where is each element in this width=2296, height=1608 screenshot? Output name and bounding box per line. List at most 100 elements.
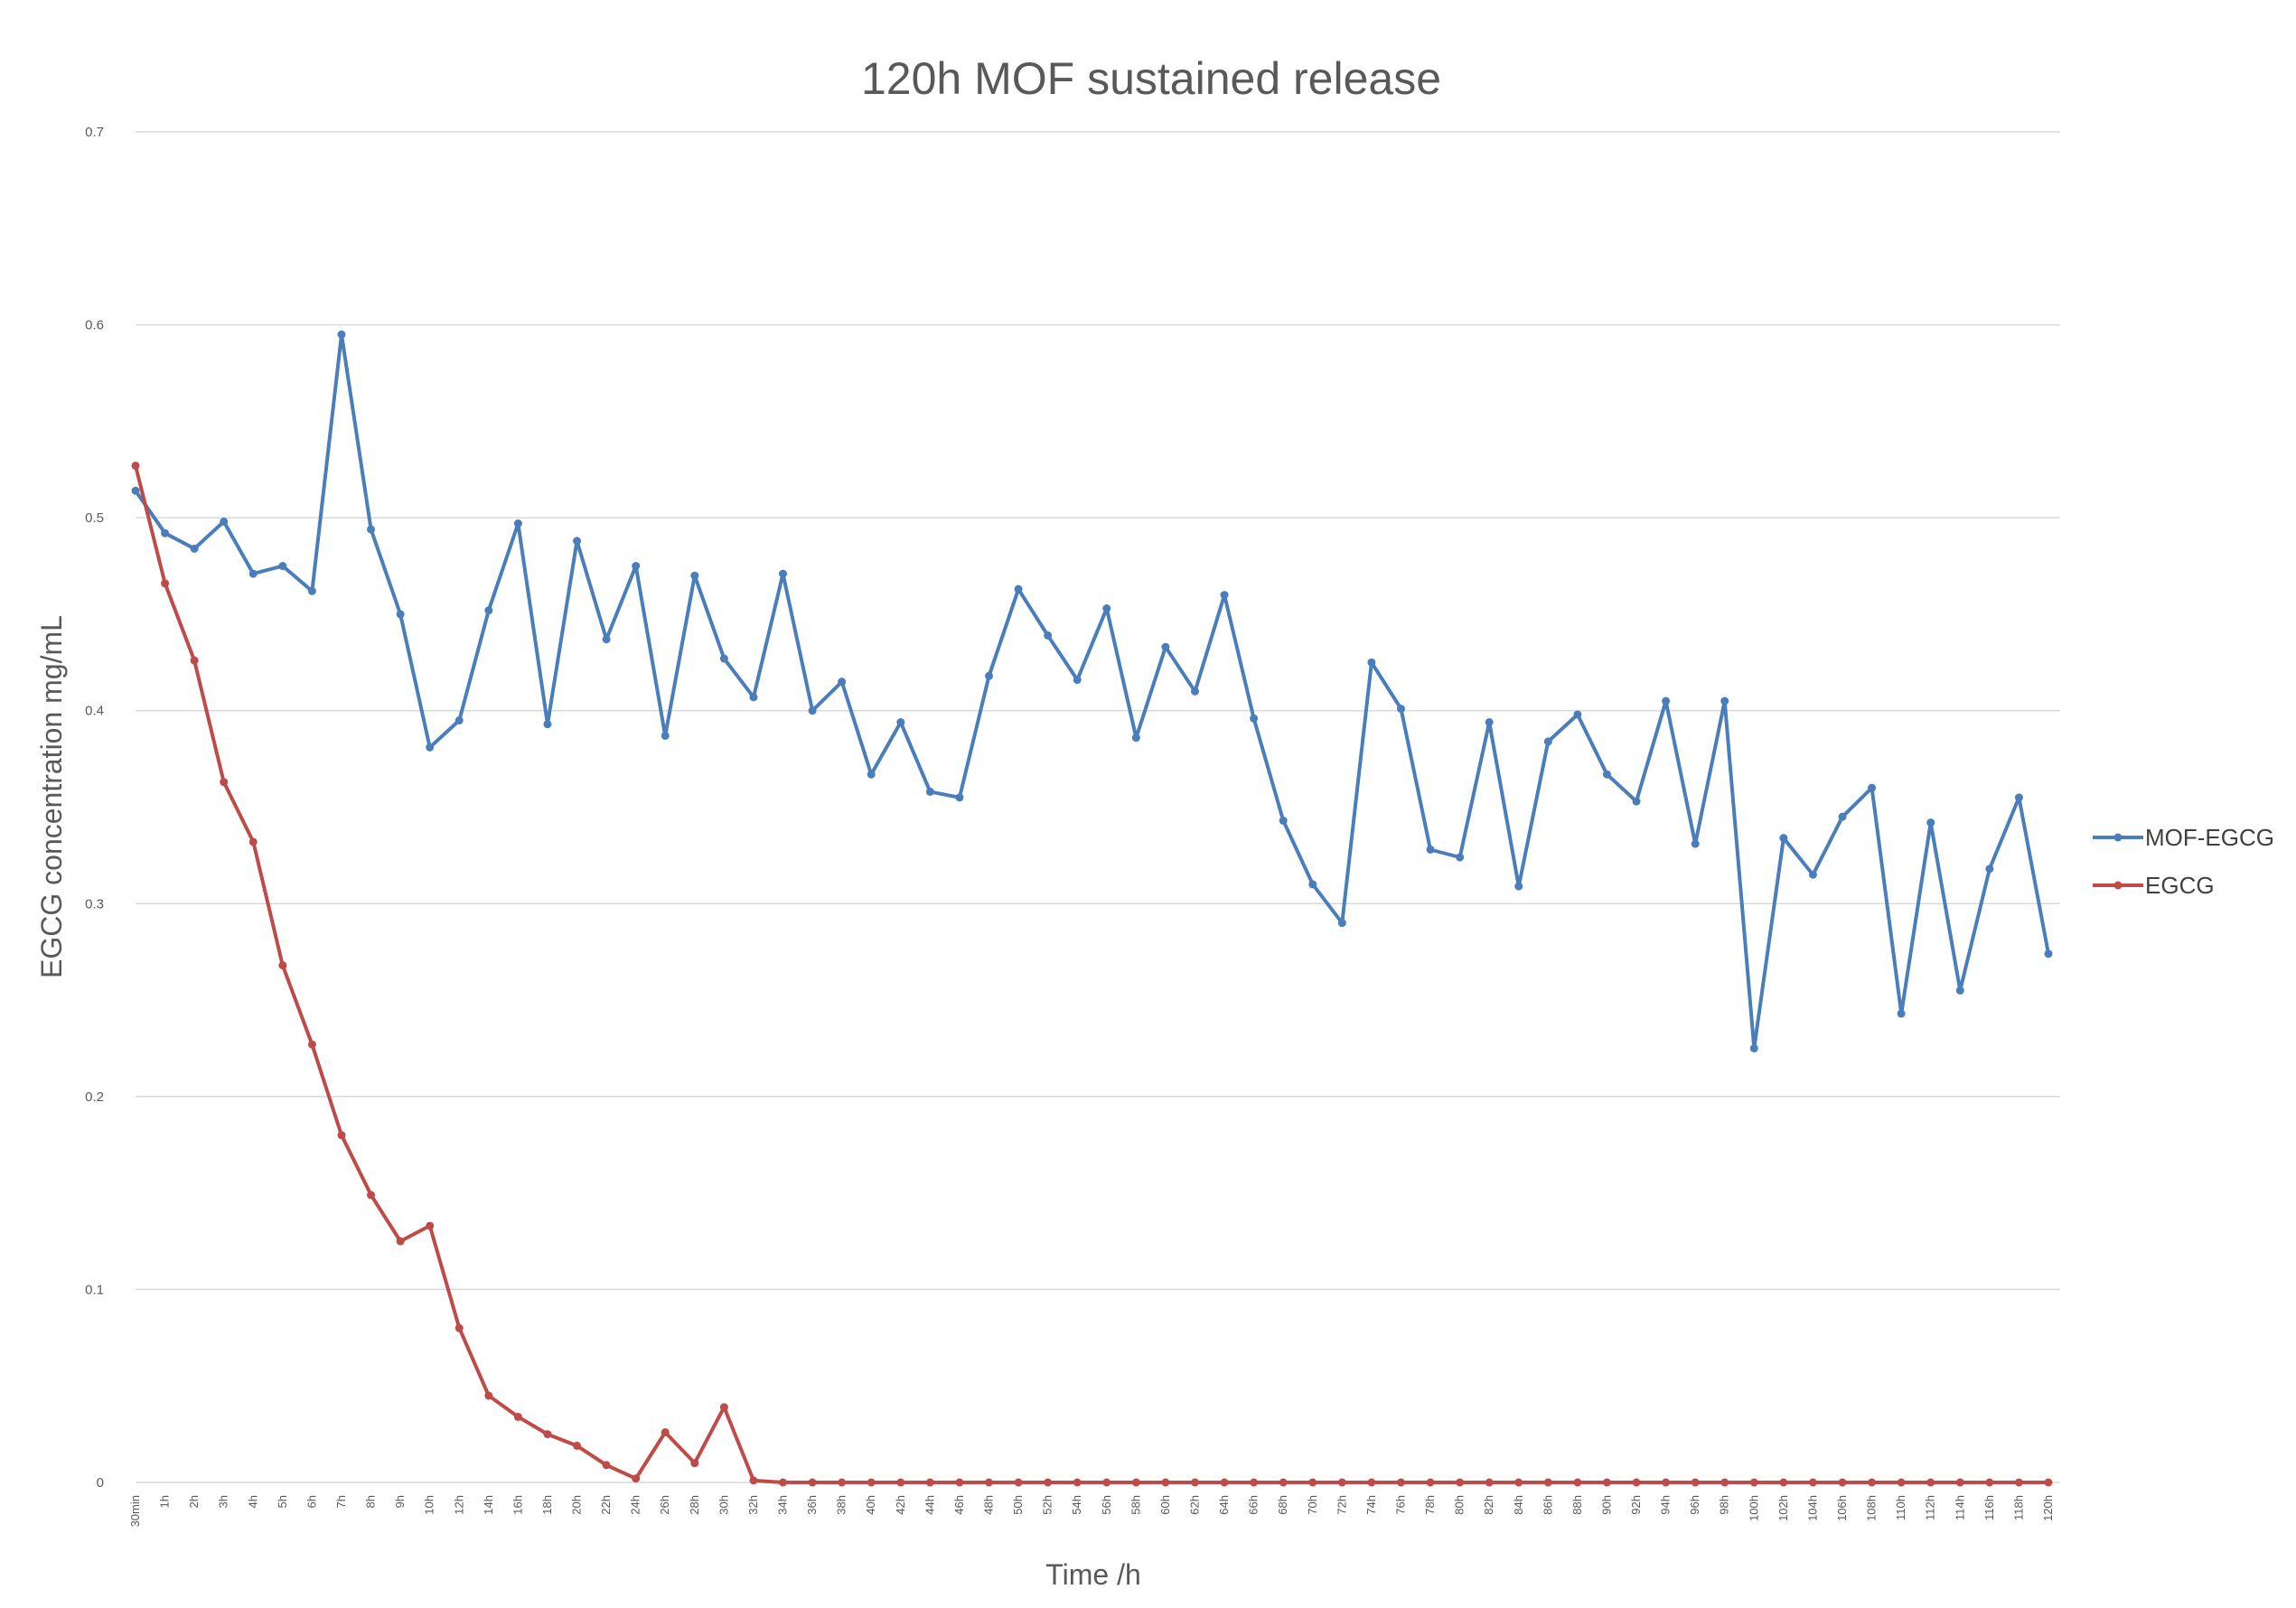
data-point-egcg	[2014, 1478, 2023, 1487]
data-point-mof-egcg	[1543, 737, 1552, 746]
data-point-egcg	[131, 461, 140, 470]
data-point-egcg	[2044, 1478, 2053, 1487]
x-tick-label: 30h	[717, 1495, 730, 1515]
gridlines	[136, 131, 2060, 1483]
x-tick-label: 2h	[187, 1495, 201, 1508]
x-tick-label: 102h	[1776, 1495, 1790, 1521]
data-point-mof-egcg	[248, 569, 258, 578]
x-tick-label: 24h	[629, 1495, 642, 1515]
data-point-egcg	[955, 1478, 964, 1487]
data-point-mof-egcg	[307, 586, 316, 595]
data-point-mof-egcg	[1396, 705, 1405, 714]
data-point-mof-egcg	[1955, 986, 1964, 995]
x-tick-label: 52h	[1041, 1495, 1054, 1515]
x-axis-ticks: 30min 1h 2h 3h 4h 5h 6h 7h 8h 9h 10h 12h 14h 16h 18h 20…	[128, 1495, 2055, 1527]
x-tick-label: 74h	[1364, 1495, 1378, 1515]
data-point-mof-egcg	[1102, 604, 1111, 613]
data-point-egcg	[1691, 1478, 1700, 1487]
data-point-mof-egcg	[690, 571, 699, 580]
data-point-egcg	[632, 1474, 641, 1483]
data-point-mof-egcg	[367, 525, 376, 534]
data-point-egcg	[1367, 1478, 1376, 1487]
data-point-egcg	[484, 1391, 493, 1400]
data-point-mof-egcg	[278, 562, 287, 571]
x-tick-label: 90h	[1599, 1495, 1613, 1515]
x-tick-label: 112h	[1924, 1495, 1937, 1520]
x-tick-label: 1h	[158, 1495, 172, 1508]
data-point-mof-egcg	[1573, 710, 1582, 719]
x-tick-label: 104h	[1805, 1495, 1819, 1521]
x-tick-label: 20h	[570, 1495, 584, 1515]
x-tick-label: 44h	[923, 1495, 936, 1515]
data-point-egcg	[1838, 1478, 1847, 1487]
data-point-egcg	[985, 1478, 994, 1487]
x-tick-label: 72h	[1335, 1495, 1348, 1515]
x-tick-label: 98h	[1718, 1495, 1731, 1515]
data-point-egcg	[1131, 1478, 1140, 1487]
x-tick-label: 96h	[1688, 1495, 1701, 1515]
data-point-mof-egcg	[484, 606, 493, 615]
data-point-mof-egcg	[1662, 696, 1671, 706]
data-point-egcg	[513, 1412, 522, 1421]
x-tick-label: 56h	[1100, 1495, 1113, 1515]
data-point-egcg	[573, 1441, 582, 1450]
x-tick-label: 116h	[1982, 1495, 1996, 1520]
x-tick-label: 62h	[1187, 1495, 1201, 1515]
data-point-mof-egcg	[896, 718, 905, 727]
data-point-egcg	[1190, 1478, 1199, 1487]
data-point-mof-egcg	[1220, 591, 1229, 600]
data-point-mof-egcg	[925, 787, 934, 796]
data-point-mof-egcg	[1279, 816, 1288, 825]
data-point-mof-egcg	[1632, 797, 1641, 806]
x-tick-label: 80h	[1453, 1495, 1467, 1515]
y-tick-label: 0.4	[85, 704, 104, 719]
data-point-egcg	[337, 1131, 346, 1140]
data-point-egcg	[1456, 1478, 1465, 1487]
data-point-egcg	[1926, 1478, 1935, 1487]
x-axis-label: Time /h	[1045, 1558, 1141, 1591]
series-mof-egcg	[131, 330, 2053, 1052]
data-point-mof-egcg	[1926, 818, 1935, 827]
series-group	[131, 330, 2053, 1487]
data-point-mof-egcg	[661, 731, 670, 740]
data-point-egcg	[1632, 1478, 1641, 1487]
y-tick-label: 0.5	[85, 510, 104, 526]
data-point-mof-egcg	[1190, 687, 1199, 696]
data-point-mof-egcg	[426, 743, 435, 752]
data-point-egcg	[661, 1427, 670, 1436]
legend-marker	[2113, 881, 2123, 890]
data-point-mof-egcg	[131, 486, 140, 495]
data-point-mof-egcg	[190, 544, 199, 553]
data-point-egcg	[808, 1478, 817, 1487]
data-point-egcg	[220, 778, 229, 787]
x-tick-label: 110h	[1894, 1495, 1907, 1520]
data-point-egcg	[1485, 1478, 1494, 1487]
data-point-mof-egcg	[1691, 839, 1700, 848]
data-point-mof-egcg	[1014, 584, 1023, 594]
data-point-mof-egcg	[1308, 880, 1317, 889]
data-point-egcg	[690, 1459, 699, 1468]
data-point-mof-egcg	[1250, 714, 1259, 723]
data-point-mof-egcg	[1838, 812, 1847, 821]
x-tick-label: 12h	[452, 1495, 465, 1515]
data-point-mof-egcg	[220, 517, 229, 526]
y-tick-label: 0.6	[85, 318, 104, 333]
x-tick-label: 28h	[688, 1495, 701, 1515]
data-point-egcg	[1044, 1478, 1053, 1487]
legend-label: MOF-EGCG	[2145, 824, 2274, 851]
data-point-egcg	[1955, 1478, 1964, 1487]
x-tick-label: 3h	[217, 1495, 230, 1508]
x-tick-label: 60h	[1158, 1495, 1172, 1515]
x-tick-label: 78h	[1423, 1495, 1437, 1515]
data-point-egcg	[1779, 1478, 1788, 1487]
data-point-egcg	[1308, 1478, 1317, 1487]
data-point-mof-egcg	[1044, 631, 1053, 640]
data-point-egcg	[1808, 1478, 1817, 1487]
x-tick-label: 68h	[1276, 1495, 1289, 1515]
data-point-mof-egcg	[1456, 853, 1465, 862]
x-tick-label: 58h	[1129, 1495, 1142, 1515]
data-point-egcg	[1897, 1478, 1906, 1487]
x-tick-label: 14h	[482, 1495, 495, 1515]
x-tick-label: 88h	[1570, 1495, 1584, 1515]
